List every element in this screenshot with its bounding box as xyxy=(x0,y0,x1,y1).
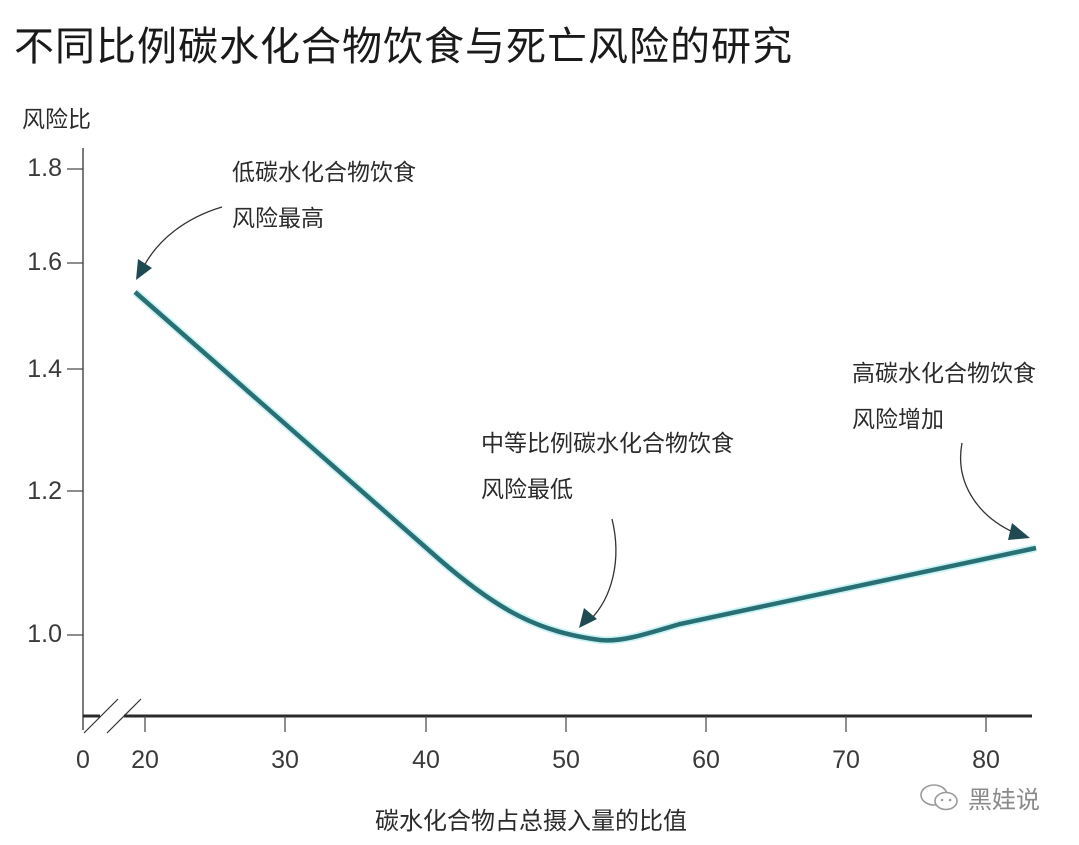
x-tick-label: 60 xyxy=(692,746,720,774)
y-tick-label: 1.8 xyxy=(27,154,62,182)
watermark: 黑娃说 xyxy=(918,780,1040,815)
arrow-low-icon xyxy=(136,206,223,280)
arrow-mid-icon xyxy=(579,518,617,628)
x-axis-ticks xyxy=(144,716,987,732)
x-tick-label: 40 xyxy=(412,746,440,774)
annotation-line: 低碳水化合物饮食 xyxy=(232,160,416,186)
annotation-high-risk: 高碳水化合物饮食 风险增加 xyxy=(852,351,1036,443)
watermark-text: 黑娃说 xyxy=(968,786,1040,814)
annotation-line: 中等比例碳水化合物饮食 xyxy=(481,431,734,457)
annotation-line: 高碳水化合物饮食 xyxy=(852,361,1036,387)
x-axis-label: 碳水化合物占总摄入量的比值 xyxy=(375,807,687,835)
y-tick-label: 1.6 xyxy=(27,248,62,276)
x-tick-label: 50 xyxy=(552,746,580,774)
wechat-icon xyxy=(920,783,958,810)
chart-title: 不同比例碳水化合物饮食与死亡风险的研究 xyxy=(14,24,793,70)
annotation-low-risk: 低碳水化合物饮食 风险最高 xyxy=(232,150,416,242)
x-tick-label: 80 xyxy=(972,746,1000,774)
y-tick-label: 1.4 xyxy=(27,355,62,383)
x-tick-label: 30 xyxy=(271,746,299,774)
y-axis-ticks xyxy=(67,168,83,636)
x-tick-label: 0 xyxy=(76,746,90,774)
annotation-line: 风险最高 xyxy=(232,206,324,232)
y-axis-label: 风险比 xyxy=(22,107,91,133)
y-tick-label: 1.0 xyxy=(27,620,62,648)
x-tick-label: 70 xyxy=(832,746,860,774)
arrow-high-icon xyxy=(960,442,1030,540)
annotation-mid-risk: 中等比例碳水化合物饮食 风险最低 xyxy=(481,421,734,513)
annotation-line: 风险最低 xyxy=(481,477,573,503)
risk-ratio-curve xyxy=(133,290,1037,643)
annotation-line: 风险增加 xyxy=(852,407,944,433)
x-tick-label: 20 xyxy=(131,746,159,774)
y-tick-label: 1.2 xyxy=(27,477,62,505)
axis-break-icon xyxy=(83,698,142,734)
